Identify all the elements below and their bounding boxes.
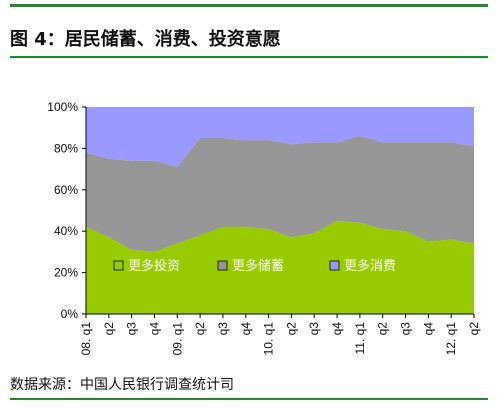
x-tick-label: q2 xyxy=(467,322,481,336)
x-tick-label: q2 xyxy=(284,322,298,336)
x-tick-label: q4 xyxy=(330,322,344,336)
source-note: 数据来源：中国人民银行调查统计司 xyxy=(10,377,234,393)
x-tick-label: q4 xyxy=(147,322,161,336)
x-tick-label: q4 xyxy=(421,322,435,336)
x-tick-label: q3 xyxy=(125,322,139,336)
x-tick-label: q2 xyxy=(376,322,390,336)
series-area-1 xyxy=(86,220,474,314)
legend-label: 更多投资 xyxy=(128,258,180,274)
legend-swatch xyxy=(113,260,124,271)
legend-swatch xyxy=(217,260,228,271)
x-tick-label: q3 xyxy=(216,322,230,336)
series-area-3 xyxy=(86,107,474,168)
x-tick-label: q4 xyxy=(239,322,253,336)
x-tick-label: 11. q1 xyxy=(353,322,367,355)
top-rule xyxy=(10,4,488,7)
x-tick-label: q2 xyxy=(102,322,116,336)
figure-title: 图 4：居民储蓄、消费、投资意愿 xyxy=(10,29,281,50)
x-tick-label: q3 xyxy=(307,322,321,336)
y-tick-label: 80% xyxy=(54,141,78,155)
legend-label: 更多储蓄 xyxy=(232,258,284,274)
legend-swatch xyxy=(329,260,340,271)
x-tick-label: 09. q1 xyxy=(170,322,184,356)
bottom-rule xyxy=(10,398,488,400)
title-rule xyxy=(10,56,488,58)
x-tick-label: 10. q1 xyxy=(262,322,276,356)
x-tick-label: q3 xyxy=(399,322,413,336)
y-tick-label: 40% xyxy=(54,224,78,238)
legend-label: 更多消费 xyxy=(344,258,396,274)
y-tick-label: 60% xyxy=(54,183,78,197)
x-tick-label: 08. q1 xyxy=(79,322,93,356)
y-tick-label: 20% xyxy=(54,266,78,280)
x-tick-label: q2 xyxy=(193,322,207,336)
series-area-2 xyxy=(86,135,474,252)
x-tick-label: 12. q1 xyxy=(444,322,458,356)
y-tick-label: 100% xyxy=(47,100,78,114)
y-tick-label: 0% xyxy=(61,307,79,321)
